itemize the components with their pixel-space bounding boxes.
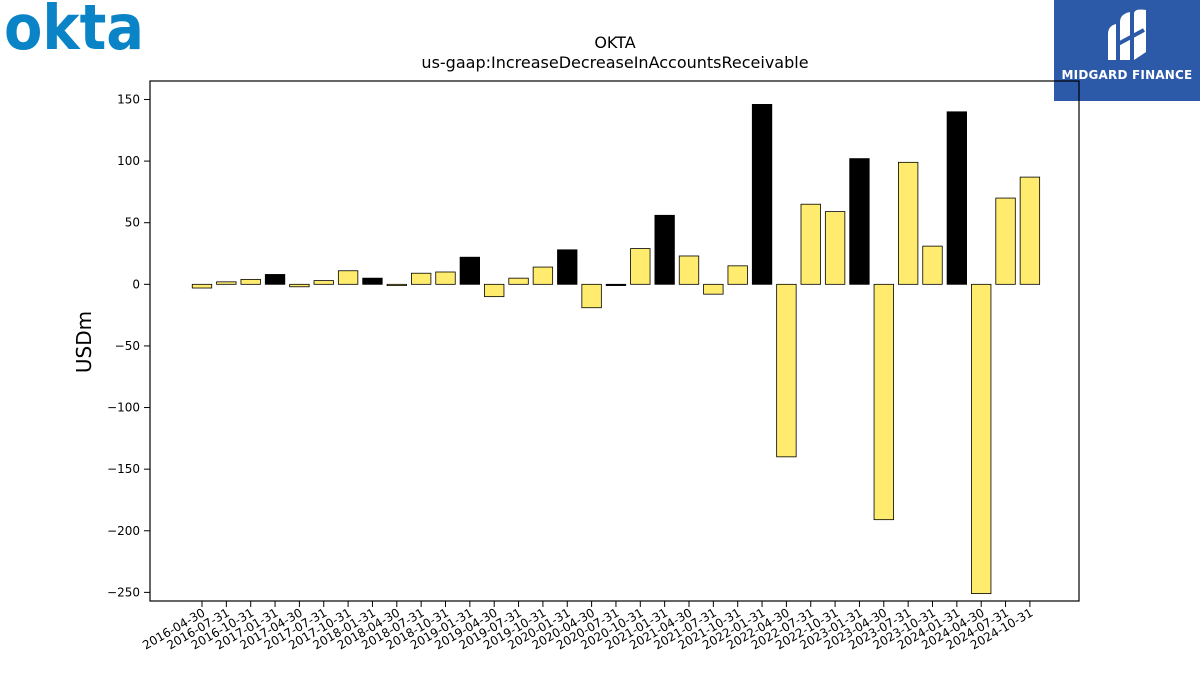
y-tick-label: 50 bbox=[125, 216, 140, 230]
bar-2017-01-31 bbox=[264, 274, 286, 285]
y-axis-label: USDm bbox=[72, 311, 96, 373]
y-tick-label: −250 bbox=[107, 585, 140, 599]
bar-2020-07-31 bbox=[605, 283, 627, 286]
bar-2024-07-31 bbox=[995, 197, 1016, 285]
bar-2016-04-30 bbox=[191, 283, 213, 289]
y-tick-label: 150 bbox=[117, 92, 140, 106]
bar-2021-10-31 bbox=[727, 265, 748, 285]
bar-2022-07-31 bbox=[800, 203, 821, 285]
midgard-finance-wordmark: MIDGARD FINANCE bbox=[1061, 68, 1193, 82]
midgard-finance-logo: MIDGARD FINANCE bbox=[1054, 0, 1200, 101]
bar-2024-04-30 bbox=[971, 283, 992, 595]
y-tick-label: −150 bbox=[107, 462, 140, 476]
bar-2019-10-31 bbox=[532, 266, 554, 285]
bar-2023-04-30 bbox=[873, 283, 894, 521]
chart-title: OKTA bbox=[594, 33, 635, 52]
bar-2021-07-31 bbox=[703, 283, 724, 295]
x-ticks-group: 2016-04-302016-07-312016-10-312017-01-31… bbox=[140, 601, 1035, 652]
y-tick-label: −200 bbox=[107, 524, 140, 538]
y-tick-label: 100 bbox=[117, 154, 140, 168]
bar-2017-07-31 bbox=[313, 280, 334, 285]
bar-2019-04-30 bbox=[484, 283, 505, 298]
y-ticks-group: 150 100 50 0 −50 −100 −150 −200 −250 bbox=[107, 92, 150, 599]
bar-2020-04-30 bbox=[581, 283, 602, 309]
bar-2020-01-31 bbox=[557, 249, 578, 285]
y-tick-label: −50 bbox=[115, 339, 140, 353]
bar-2018-07-31 bbox=[410, 272, 432, 285]
bar-2023-07-31 bbox=[898, 161, 919, 285]
bar-2022-01-31 bbox=[751, 104, 773, 285]
bar-2020-10-31 bbox=[630, 248, 651, 285]
bar-2024-01-31 bbox=[946, 111, 967, 285]
okta-wordmark: okta bbox=[4, 2, 144, 54]
bar-2016-10-31 bbox=[240, 278, 261, 285]
bar-2017-04-30 bbox=[289, 283, 310, 288]
plot-frame bbox=[149, 80, 1080, 602]
bar-2023-01-31 bbox=[849, 158, 870, 285]
bar-2017-10-31 bbox=[337, 270, 359, 285]
okta-logo: okta bbox=[4, 0, 146, 64]
bar-2019-01-31 bbox=[459, 256, 481, 285]
bar-2021-01-31 bbox=[654, 214, 675, 285]
okta-wordmark-icon: okta bbox=[4, 0, 144, 64]
bar-2022-10-31 bbox=[824, 211, 846, 285]
bar-2019-07-31 bbox=[508, 277, 529, 285]
bars-group bbox=[191, 104, 1041, 595]
bar-2022-04-30 bbox=[776, 283, 797, 458]
chart-subtitle: us-gaap:IncreaseDecreaseInAccountsReceiv… bbox=[421, 53, 808, 72]
bar-2016-07-31 bbox=[216, 281, 237, 285]
y-tick-label: −100 bbox=[107, 401, 140, 415]
bar-2018-01-31 bbox=[362, 277, 383, 285]
bar-2023-10-31 bbox=[922, 245, 943, 285]
y-tick-label: 0 bbox=[132, 277, 140, 291]
bar-2024-10-31 bbox=[1019, 176, 1041, 285]
bar-2021-04-30 bbox=[678, 255, 700, 285]
midgard-emblem-icon bbox=[1108, 9, 1146, 60]
bar-2018-04-30 bbox=[386, 283, 407, 286]
bar-2018-10-31 bbox=[435, 271, 456, 285]
